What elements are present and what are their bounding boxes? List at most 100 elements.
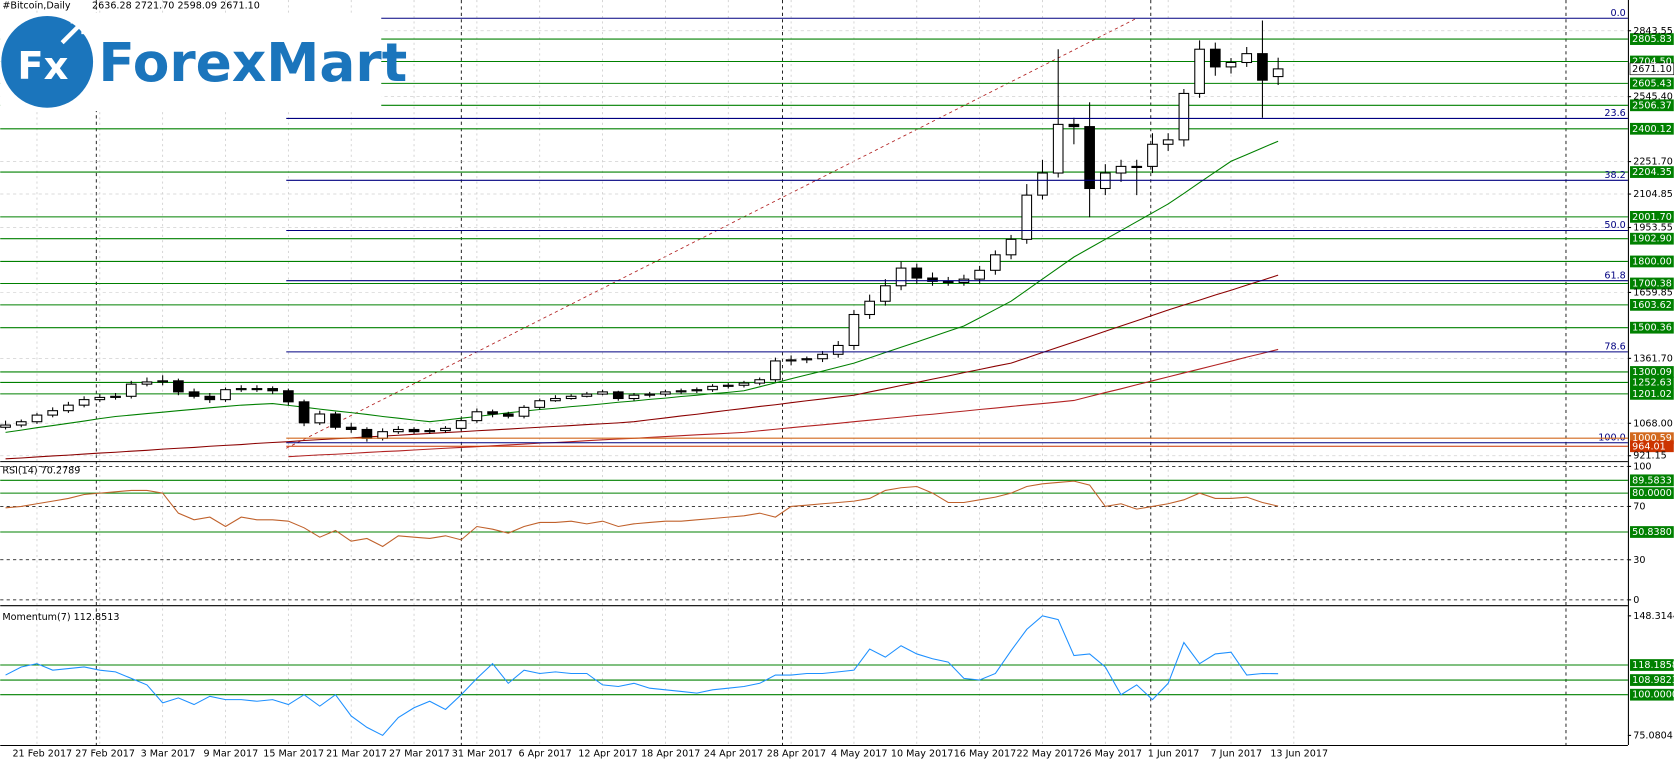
moving-average xyxy=(5,274,1279,460)
candle-body xyxy=(518,406,530,417)
level-box xyxy=(1630,526,1674,538)
candle-body xyxy=(1194,48,1205,94)
x-tick-label: 13 Jun 2017 xyxy=(1270,749,1328,760)
x-tick-label: 28 Apr 2017 xyxy=(767,749,826,760)
x-tick-label: 22 May 2017 xyxy=(1017,749,1080,760)
candle-body xyxy=(864,300,875,316)
candle-body xyxy=(770,360,781,381)
candle-body xyxy=(1021,194,1033,240)
candle-body xyxy=(581,393,593,397)
level-label: 2204.35 xyxy=(1632,167,1672,178)
candle-body xyxy=(0,424,11,428)
x-tick-label: 15 Mar 2017 xyxy=(263,749,324,760)
fib-label: 50.0 xyxy=(1604,220,1625,231)
candle-body xyxy=(125,383,137,397)
candle-body xyxy=(283,390,294,403)
level-box xyxy=(1630,166,1674,178)
level-label: 1800.00 xyxy=(1632,256,1672,267)
y-tick-label: 2104.85 xyxy=(1633,189,1673,200)
level-box xyxy=(1630,487,1674,499)
candle-body xyxy=(660,391,671,395)
level-box xyxy=(1630,674,1674,686)
level-label: 2805.83 xyxy=(1632,34,1672,45)
x-tick-label: 16 May 2017 xyxy=(954,749,1017,760)
level-box xyxy=(1630,99,1674,112)
candle-body xyxy=(157,380,169,383)
level-label: 118.1858 xyxy=(1632,660,1674,671)
candle-body xyxy=(911,267,923,279)
y-tick-label: 100 xyxy=(1633,461,1651,472)
x-tick-label: 10 May 2017 xyxy=(891,749,954,760)
x-tick-label: 12 Apr 2017 xyxy=(578,749,637,760)
moving-average xyxy=(5,140,1279,433)
candle-body xyxy=(63,404,74,412)
y-tick-label: 70 xyxy=(1633,501,1645,512)
candle-body xyxy=(173,380,184,393)
candle-body xyxy=(1178,92,1190,141)
x-tick-label: 18 Apr 2017 xyxy=(641,749,700,760)
ohlc-label: 2636.28 2721.70 2598.09 2671.10 xyxy=(92,0,260,11)
level-box xyxy=(1630,659,1674,671)
candle-body xyxy=(550,397,561,402)
x-tick-label: 26 May 2017 xyxy=(1079,749,1142,760)
x-tick-label: 31 Mar 2017 xyxy=(452,749,513,760)
candle-body xyxy=(785,359,797,362)
level-box xyxy=(1630,474,1674,487)
candle-body xyxy=(1209,48,1221,68)
candle-body xyxy=(801,358,813,361)
fib-label: 61.8 xyxy=(1604,270,1625,281)
x-tick-label: 21 Feb 2017 xyxy=(12,749,72,760)
candle-body xyxy=(361,428,373,439)
price-mark-box xyxy=(1630,440,1674,453)
candle-body xyxy=(487,411,498,415)
candle-body xyxy=(722,384,734,387)
price-mark-label: 1000.59 xyxy=(1632,433,1672,444)
level-box xyxy=(1630,298,1674,311)
fib-label: 0.0 xyxy=(1610,8,1625,19)
level-box xyxy=(1630,122,1674,135)
candle-body xyxy=(990,254,1001,271)
candle-body xyxy=(345,426,357,431)
candle-body xyxy=(832,344,844,355)
logo: Fx ForexMart xyxy=(0,12,407,112)
level-box xyxy=(1630,232,1674,245)
candle-body xyxy=(267,388,278,392)
candle-body xyxy=(1225,61,1237,68)
level-label: 108.9823 xyxy=(1632,675,1674,686)
level-box xyxy=(1630,376,1674,389)
x-tick-label: 9 Mar 2017 xyxy=(203,749,258,760)
level-box xyxy=(1630,688,1674,701)
candle-body xyxy=(691,389,703,392)
level-label: 100.0000 xyxy=(1632,690,1674,701)
trendline xyxy=(286,17,1138,449)
fib-label: 23.6 xyxy=(1604,108,1625,119)
candle-body xyxy=(1257,53,1268,81)
candle-body xyxy=(1068,123,1080,128)
price-mark-box xyxy=(1630,432,1674,445)
candle-body xyxy=(110,395,121,398)
candle-body xyxy=(612,391,624,400)
moving-average xyxy=(288,348,1279,458)
x-tick-label: 27 Mar 2017 xyxy=(389,749,450,760)
candle-body xyxy=(15,421,27,426)
level-box xyxy=(1630,210,1674,223)
pane-borders xyxy=(0,0,1629,747)
candle-body xyxy=(47,410,59,416)
level-label: 2001.70 xyxy=(1632,212,1672,223)
candle-body xyxy=(927,277,938,282)
candle-body xyxy=(314,413,326,424)
x-tick-label: 24 Apr 2017 xyxy=(704,749,763,760)
candle-body xyxy=(1005,238,1017,256)
candle-body xyxy=(675,390,687,393)
candle-body xyxy=(455,420,467,429)
candle-body xyxy=(895,267,907,287)
level-label: 50.8380 xyxy=(1632,527,1672,538)
level-box xyxy=(1630,366,1674,378)
candle-body xyxy=(1115,165,1127,174)
candle-body xyxy=(440,427,451,432)
candle-body xyxy=(31,414,43,423)
level-label: 80.0000 xyxy=(1632,488,1672,499)
